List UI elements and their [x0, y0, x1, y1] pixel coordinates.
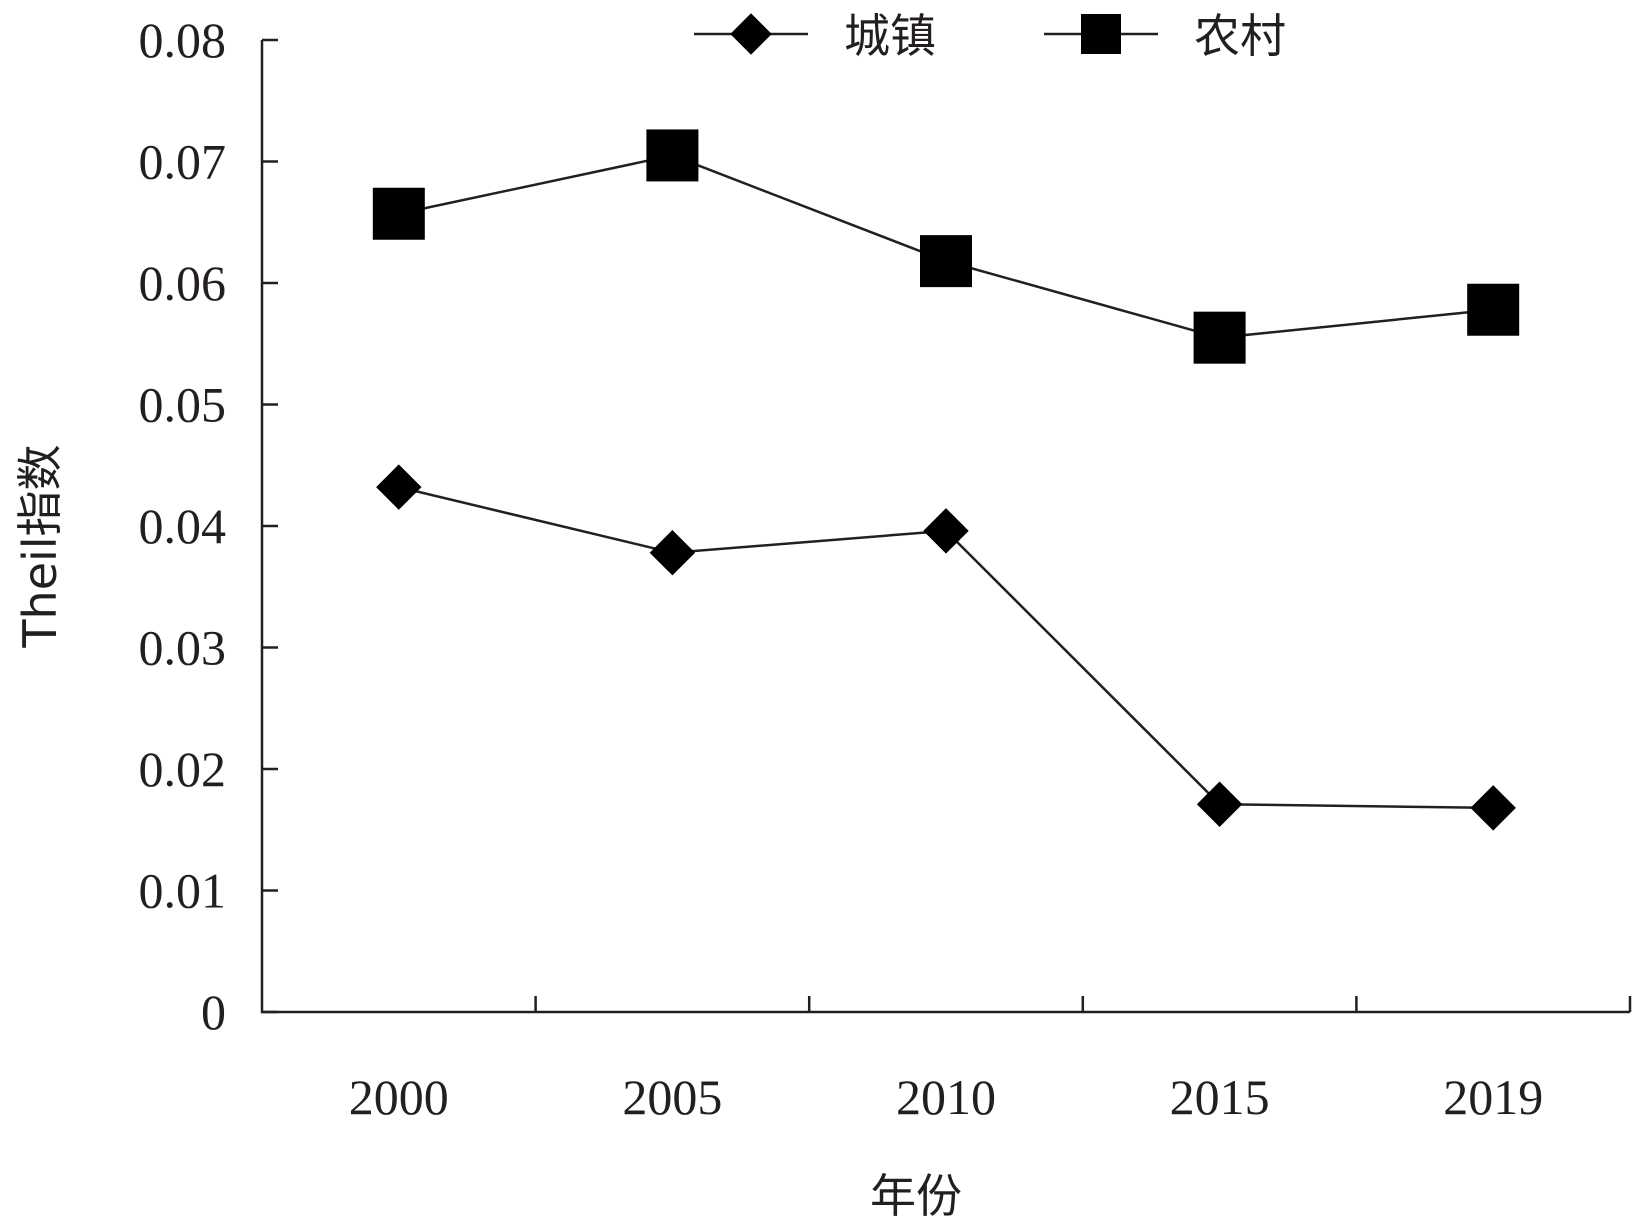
legend-marker-diamond — [730, 13, 772, 55]
y-tick-label: 0.03 — [139, 620, 227, 676]
data-point-diamond — [376, 464, 422, 510]
y-tick-label: 0.01 — [139, 863, 227, 919]
data-point-square — [920, 235, 972, 288]
y-tick-label: 0.05 — [139, 377, 227, 433]
y-tick-label: 0.08 — [139, 12, 227, 68]
data-point-square — [372, 187, 425, 240]
x-tick-label: 2019 — [1443, 1069, 1543, 1125]
data-point-diamond — [649, 530, 696, 576]
data-point-square — [646, 129, 699, 182]
x-axis-title: 年份 — [870, 1169, 962, 1223]
data-point-diamond — [1196, 781, 1243, 827]
x-tick-label: 2005 — [622, 1069, 722, 1125]
legend-label: 农村 — [1194, 9, 1286, 63]
data-point-square — [1467, 283, 1520, 336]
x-tick-label: 2000 — [349, 1069, 449, 1125]
legend-marker-square — [1081, 14, 1121, 54]
y-tick-label: 0 — [201, 984, 226, 1040]
data-point-diamond — [923, 508, 969, 554]
data-point-square — [1193, 311, 1246, 364]
y-tick-label: 0.07 — [139, 134, 227, 190]
y-tick-label: 0.04 — [139, 498, 227, 554]
x-tick-label: 2010 — [896, 1069, 996, 1125]
data-point-diamond — [1470, 785, 1516, 831]
x-tick-label: 2015 — [1170, 1069, 1270, 1125]
legend-label: 城镇 — [844, 9, 936, 63]
y-tick-label: 0.06 — [139, 255, 227, 311]
y-tick-label: 0.02 — [139, 741, 227, 797]
y-axis-title: Theil指数 — [13, 444, 67, 648]
